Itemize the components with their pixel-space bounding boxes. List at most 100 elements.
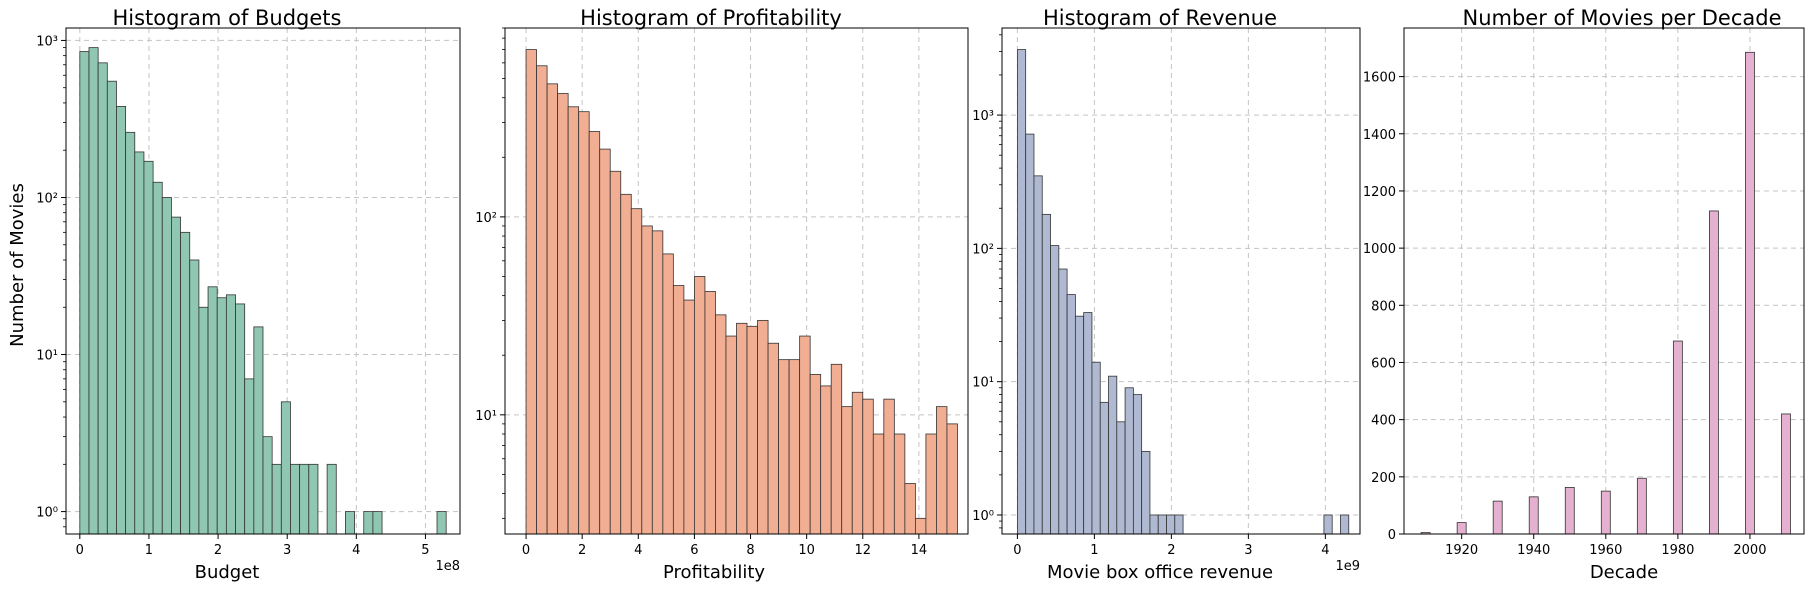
profitability-bar xyxy=(683,299,695,535)
budget-x-offset-label: 1e8 xyxy=(435,559,460,574)
decade-bar-panel: Number of Movies per Decade Decade 1920 1… xyxy=(1363,6,1805,583)
revenue-bar xyxy=(1132,394,1143,535)
decade-x-tick-label: 1940 xyxy=(1517,543,1550,558)
profitability-bar xyxy=(809,374,822,535)
budget-bar xyxy=(106,80,117,535)
budget-bar xyxy=(345,511,355,535)
decade-bars xyxy=(1420,51,1791,535)
decade-x-tick-label: 2000 xyxy=(1733,543,1766,558)
decade-y-tick-label: 0 xyxy=(1388,528,1396,543)
profitability-bar xyxy=(546,83,559,535)
profitability-bar xyxy=(620,193,632,535)
budget-histogram-title: Histogram of Budgets xyxy=(112,6,341,30)
profitability-bar xyxy=(715,314,727,535)
revenue-x-tick-label: 1 xyxy=(1090,543,1098,558)
revenue-y-ticks: 10⁰ 10¹ 10² 10³ xyxy=(972,109,1002,524)
budget-bar xyxy=(326,463,337,535)
revenue-x-ticks: 0 1 2 3 4 xyxy=(1013,534,1329,558)
profitability-bar xyxy=(872,433,885,535)
budget-y-minor-ticks xyxy=(63,47,66,528)
budget-y-tick-label: 10⁰ xyxy=(36,506,58,521)
shared-y-axis-label: Number of Movies xyxy=(7,183,28,347)
decade-bar xyxy=(1745,51,1755,535)
profitability-bar xyxy=(893,433,906,535)
budget-y-tick-label: 10³ xyxy=(36,34,58,49)
budget-x-axis-label: Budget xyxy=(195,562,260,583)
profitability-bar xyxy=(767,342,779,535)
profitability-bar xyxy=(788,359,801,535)
decade-chart-title: Number of Movies per Decade xyxy=(1462,6,1781,30)
decade-x-tick-label: 1960 xyxy=(1589,543,1622,558)
budget-bar xyxy=(134,151,145,535)
profitability-bar xyxy=(641,225,653,535)
revenue-bar xyxy=(1016,49,1027,535)
profitability-x-tick-label: 14 xyxy=(911,543,928,558)
revenue-bar xyxy=(1033,175,1043,535)
budget-bars xyxy=(79,47,447,535)
budget-x-tick-label: 2 xyxy=(214,543,222,558)
budget-y-tick-label: 10¹ xyxy=(36,349,58,364)
profitability-y-tick-label: 10² xyxy=(475,211,497,226)
profitability-bar xyxy=(799,335,811,535)
revenue-y-tick-label: 10¹ xyxy=(972,376,994,391)
profitability-bar xyxy=(883,398,895,535)
profitability-x-tick-label: 10 xyxy=(798,543,815,558)
profitability-bar xyxy=(725,335,737,535)
revenue-bar xyxy=(1025,133,1035,535)
profitability-bar xyxy=(862,398,874,535)
profitability-bar xyxy=(567,106,580,535)
decade-y-tick-label: 1200 xyxy=(1363,185,1396,200)
profitability-bar xyxy=(904,483,916,535)
profitability-y-ticks: 10¹ 10² xyxy=(475,211,505,424)
profitability-bar xyxy=(820,385,832,535)
revenue-bar xyxy=(1323,514,1333,535)
revenue-bar xyxy=(1074,315,1085,535)
decade-bar xyxy=(1492,500,1503,535)
budget-x-tick-label: 0 xyxy=(76,543,84,558)
budget-bar xyxy=(97,62,108,535)
profitability-bar xyxy=(841,406,853,535)
budget-bar xyxy=(225,294,236,535)
budget-bar xyxy=(253,326,264,535)
revenue-x-tick-label: 3 xyxy=(1244,543,1252,558)
profitability-histogram-panel: Histogram of Profitability Profitability… xyxy=(475,6,969,583)
revenue-x-offset-label: 1e9 xyxy=(1335,559,1360,574)
profitability-bar xyxy=(609,170,622,535)
budget-bar xyxy=(262,436,273,535)
profitability-bar xyxy=(651,230,664,535)
profitability-bar xyxy=(630,208,643,535)
budget-bar xyxy=(79,51,90,535)
revenue-axes-frame xyxy=(1001,27,1361,535)
decade-bar xyxy=(1528,496,1539,535)
profitability-x-tick-label: 8 xyxy=(746,543,754,558)
profitability-bar xyxy=(662,253,674,535)
profitability-bar xyxy=(778,359,790,535)
budget-bar xyxy=(216,297,227,535)
profitability-histogram-title: Histogram of Profitability xyxy=(580,6,842,30)
revenue-bar xyxy=(1058,268,1068,535)
revenue-bar xyxy=(1166,514,1176,535)
profitability-bar xyxy=(536,65,548,535)
budget-x-tick-label: 5 xyxy=(421,543,429,558)
revenue-bar xyxy=(1340,514,1350,535)
profitability-bar xyxy=(851,391,864,535)
profitability-x-ticks: 0 2 4 6 8 10 12 14 xyxy=(522,534,927,558)
decade-y-tick-label: 400 xyxy=(1371,414,1396,429)
revenue-bar xyxy=(1157,514,1167,535)
budget-x-tick-label: 1 xyxy=(145,543,153,558)
budget-bar xyxy=(88,47,99,535)
decade-bar xyxy=(1600,490,1611,535)
decade-y-tick-label: 1000 xyxy=(1363,242,1396,257)
revenue-bars xyxy=(1016,49,1350,535)
decade-y-tick-label: 600 xyxy=(1371,356,1396,371)
profitability-x-tick-label: 6 xyxy=(690,543,698,558)
decade-bar xyxy=(1709,210,1719,535)
decade-bar xyxy=(1781,413,1791,535)
profitability-bar xyxy=(925,433,937,535)
profitability-bar xyxy=(525,49,537,535)
budget-y-ticks: 10⁰ 10¹ 10² 10³ xyxy=(36,34,66,521)
decade-x-ticks: 1920 1940 1960 1980 2000 xyxy=(1445,534,1766,558)
budget-y-tick-label: 10² xyxy=(36,191,58,206)
budget-x-tick-label: 4 xyxy=(352,543,360,558)
